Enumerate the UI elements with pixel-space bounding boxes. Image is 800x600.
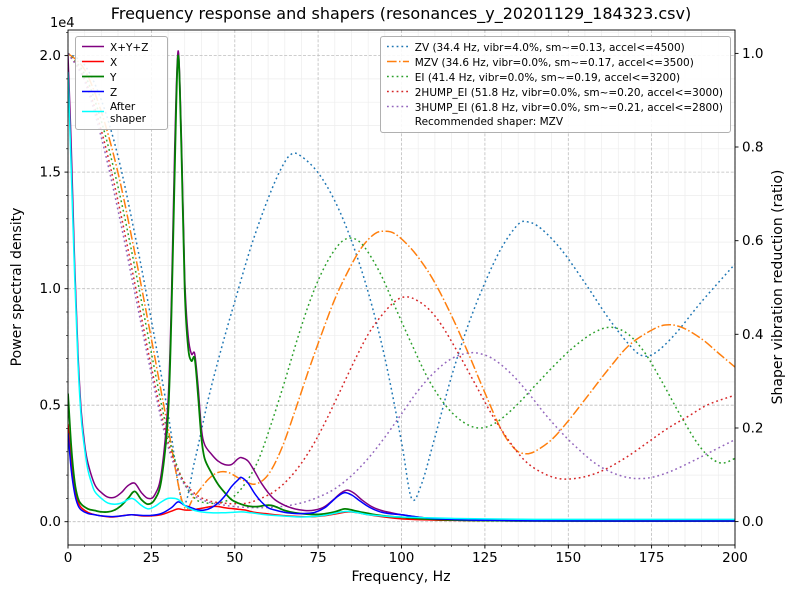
y-right-axis-label: Shaper vibration reduction (ratio) bbox=[770, 170, 786, 405]
x-axis-label: Frequency, Hz bbox=[351, 569, 450, 585]
y-left-tick-label: 0.5 bbox=[40, 398, 61, 414]
curve-2HUMP_EI bbox=[68, 52, 735, 505]
legend-line-swatch bbox=[82, 75, 104, 78]
psd-legend: X+Y+Z X Y Z After shaper bbox=[75, 36, 168, 131]
shaper-legend-label: MZV (34.6 Hz, vibr=0.0%, sm~=0.17, accel… bbox=[414, 57, 694, 70]
psd-legend-entry: X bbox=[81, 56, 160, 70]
shaper-legend-swatch bbox=[386, 41, 410, 55]
psd-legend-label: X bbox=[110, 57, 118, 70]
x-tick-label: 100 bbox=[389, 550, 415, 566]
psd-legend-label: Z bbox=[110, 87, 118, 100]
shaper-legend-swatch bbox=[386, 86, 410, 100]
recommended-shaper-entry: Recommended shaper: MZV bbox=[386, 116, 723, 128]
legend-line-swatch bbox=[386, 60, 409, 63]
curve-X+Y+Z bbox=[68, 50, 735, 522]
x-tick-label: 75 bbox=[310, 550, 327, 566]
psd-legend-entry: After shaper bbox=[81, 101, 160, 125]
x-tick-label: 0 bbox=[64, 550, 73, 566]
shaper-legend-entry: 2HUMP_EI (51.8 Hz, vibr=0.0%, sm~=0.20, … bbox=[386, 86, 723, 100]
tick-labels: 0 25 50 75 100 125 150 175 200 0.0 0.5 1.0 1.5 2.0 0.0… bbox=[40, 31, 763, 566]
x-tick-label: 150 bbox=[555, 550, 581, 566]
y-left-tick-label: 1.0 bbox=[40, 281, 61, 297]
psd-legend-label: Y bbox=[110, 72, 117, 85]
y-left-tick-label: 2.0 bbox=[40, 48, 61, 64]
x-tick-label: 200 bbox=[722, 550, 748, 566]
psd-legend-label: After shaper bbox=[110, 101, 147, 126]
recommended-shaper-label: Recommended shaper: MZV bbox=[414, 116, 564, 129]
psd-legend-entry: Y bbox=[81, 71, 160, 85]
shaper-legend-label: ZV (34.4 Hz, vibr=4.0%, sm~=0.13, accel<… bbox=[414, 42, 685, 54]
shaper-legend-label: 3HUMP_EI (61.8 Hz, vibr=0.0%, sm~=0.21, … bbox=[414, 102, 723, 115]
legend-line-swatch bbox=[82, 90, 104, 93]
x-tick-label: 125 bbox=[472, 550, 498, 566]
y-left-tick-label: 0.0 bbox=[40, 514, 61, 530]
psd-legend-entry: Z bbox=[81, 86, 160, 100]
y-right-tick-label: 0.8 bbox=[742, 140, 763, 156]
psd-curves bbox=[68, 50, 735, 522]
curve-3HUMP_EI bbox=[68, 53, 735, 509]
shaper-legend-swatch bbox=[386, 56, 410, 70]
shaper-legend-swatch bbox=[386, 101, 410, 115]
y-left-offset-label: 1e4 bbox=[50, 16, 75, 31]
x-tick-label: 50 bbox=[226, 550, 243, 566]
y-right-tick-label: 0.0 bbox=[742, 514, 763, 530]
x-tick-label: 25 bbox=[143, 550, 160, 566]
shaper-legend-entry: MZV (34.6 Hz, vibr=0.0%, sm~=0.17, accel… bbox=[386, 56, 723, 70]
legend-line-swatch bbox=[386, 45, 409, 48]
curve-MZV bbox=[68, 52, 735, 510]
legend-line-swatch bbox=[386, 90, 409, 93]
shaper-legend-label: 2HUMP_EI (51.8 Hz, vibr=0.0%, sm~=0.20, … bbox=[414, 87, 723, 100]
psd-legend-swatch bbox=[81, 71, 105, 85]
psd-legend-label: X+Y+Z bbox=[110, 42, 149, 54]
y-right-tick-label: 0.4 bbox=[742, 327, 763, 343]
legend-line-swatch bbox=[82, 111, 104, 113]
psd-legend-entry: X+Y+Z bbox=[81, 41, 160, 55]
legend-line-swatch bbox=[82, 60, 104, 63]
legend-line-swatch bbox=[386, 75, 409, 78]
legend-line-swatch bbox=[82, 45, 104, 48]
legend-line-swatch bbox=[386, 105, 409, 108]
curve-Z bbox=[68, 433, 735, 522]
y-right-tick-label: 0.6 bbox=[742, 233, 763, 249]
chart-title: Frequency response and shapers (resonanc… bbox=[111, 4, 691, 24]
y-left-tick-label: 1.5 bbox=[40, 165, 61, 181]
x-tick-label: 175 bbox=[639, 550, 665, 566]
psd-legend-swatch bbox=[81, 106, 105, 120]
shaper-legend-entry: EI (41.4 Hz, vibr=0.0%, sm~=0.19, accel<… bbox=[386, 71, 723, 85]
shaper-legend-swatch bbox=[386, 71, 410, 85]
y-left-axis-label: Power spectral density bbox=[9, 208, 25, 367]
curve-After-shaper bbox=[68, 71, 735, 521]
y-right-tick-label: 0.2 bbox=[742, 421, 763, 437]
shaper-legend-entry: ZV (34.4 Hz, vibr=4.0%, sm~=0.13, accel<… bbox=[386, 41, 723, 55]
shaper-legend-entry: 3HUMP_EI (61.8 Hz, vibr=0.0%, sm~=0.21, … bbox=[386, 101, 723, 115]
curve-Y bbox=[68, 54, 735, 522]
curve-EI bbox=[68, 52, 735, 505]
shaper-legend-label: EI (41.4 Hz, vibr=0.0%, sm~=0.19, accel<… bbox=[414, 72, 681, 85]
psd-legend-swatch bbox=[81, 56, 105, 70]
shaper-legend: ZV (34.4 Hz, vibr=4.0%, sm~=0.13, accel<… bbox=[379, 36, 731, 134]
psd-legend-swatch bbox=[81, 86, 105, 100]
shaper-curves bbox=[68, 52, 735, 510]
psd-legend-swatch bbox=[81, 41, 105, 55]
y-right-tick-label: 1.0 bbox=[742, 46, 763, 62]
